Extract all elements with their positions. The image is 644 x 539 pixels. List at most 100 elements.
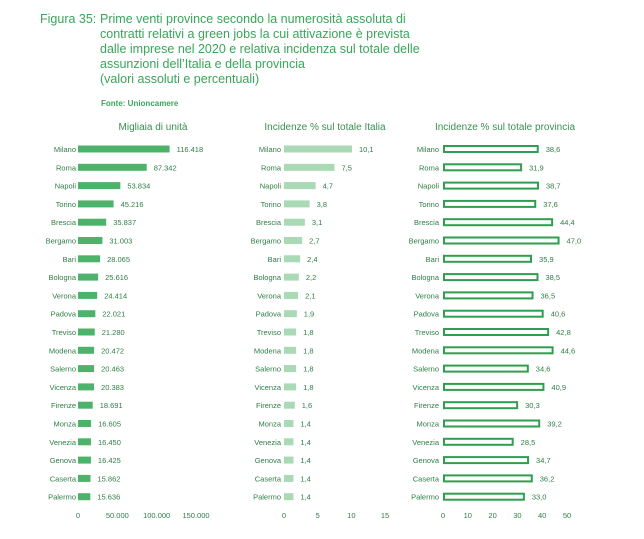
category-label: Monza [416, 420, 439, 429]
category-label: Bergamo [409, 237, 439, 246]
tick-label: 15 [381, 511, 389, 520]
category-label: Bari [63, 255, 77, 264]
bar [443, 309, 544, 318]
bar [78, 310, 96, 318]
category-label: Genova [413, 456, 440, 465]
value-label: 1,4 [300, 438, 310, 447]
value-label: 2,4 [307, 255, 317, 264]
category-label: Firenze [414, 401, 439, 410]
bar [78, 328, 95, 336]
value-label: 3,8 [317, 200, 327, 209]
category-label: Palermo [253, 493, 281, 502]
value-label: 47,0 [567, 237, 582, 246]
value-label: 22.021 [102, 310, 125, 319]
value-label: 30,3 [525, 401, 540, 410]
value-label: 40,9 [551, 383, 566, 392]
value-label: 34,7 [536, 456, 551, 465]
bar [284, 383, 297, 391]
bar [78, 493, 91, 501]
bar [78, 456, 91, 464]
category-label: Caserta [50, 474, 77, 483]
category-label: Monza [258, 420, 281, 429]
value-label: 15.636 [97, 493, 120, 502]
bar [443, 163, 523, 172]
category-label: Verona [415, 291, 440, 300]
bar [284, 237, 303, 244]
bar [443, 382, 545, 391]
value-label: 4,7 [323, 182, 333, 191]
category-label: Bari [426, 255, 440, 264]
bar [443, 456, 530, 465]
category-label: Vicenza [412, 383, 439, 392]
bar [78, 365, 95, 373]
value-label: 38,7 [546, 182, 561, 191]
bar [284, 163, 335, 171]
category-label: Brescia [256, 218, 282, 227]
value-label: 45.216 [121, 200, 144, 209]
bar [78, 145, 170, 153]
category-label: Treviso [257, 328, 281, 337]
bar [78, 420, 92, 427]
bar [284, 218, 305, 226]
value-label: 40,6 [551, 310, 566, 319]
tick-label: 100.000 [143, 511, 170, 520]
category-label: Bergamo [46, 237, 76, 246]
value-label: 24.414 [104, 291, 127, 300]
figure-label: Figura 35: [40, 12, 97, 26]
tick-label: 5 [316, 511, 320, 520]
value-label: 53.834 [127, 182, 150, 191]
category-label: Padova [256, 310, 282, 319]
bar [284, 456, 294, 464]
value-label: 15.862 [97, 474, 120, 483]
bar [443, 254, 533, 263]
category-label: Brescia [51, 218, 77, 227]
value-label: 36,2 [540, 474, 555, 483]
category-label: Bologna [411, 273, 439, 282]
category-label: Torino [419, 200, 439, 209]
category-label: Roma [419, 163, 440, 172]
bar [78, 383, 95, 391]
bar [284, 401, 295, 409]
category-label: Modena [49, 346, 77, 355]
value-label: 25.616 [105, 273, 128, 282]
value-label: 16.450 [98, 438, 121, 447]
figure-title: Prime venti province secondo la numerosi… [100, 12, 420, 86]
category-label: Vicenza [49, 383, 76, 392]
category-label: Modena [254, 346, 282, 355]
bar [443, 236, 560, 245]
bar [78, 401, 93, 409]
value-label: 34,6 [536, 365, 551, 374]
value-label: 1,4 [300, 493, 310, 502]
value-label: 16.425 [98, 456, 121, 465]
category-label: Bari [268, 255, 282, 264]
bar [284, 365, 297, 373]
category-label: Palermo [411, 493, 439, 502]
category-label: Verona [52, 291, 77, 300]
bar [443, 346, 554, 355]
category-label: Padova [414, 310, 440, 319]
category-label: Venezia [254, 438, 282, 447]
bar [284, 474, 294, 482]
bar [78, 237, 103, 244]
value-label: 1,4 [300, 420, 310, 429]
value-label: 28.065 [107, 255, 130, 264]
value-label: 7,5 [342, 163, 352, 172]
category-label: Napoli [418, 182, 440, 191]
bar [284, 145, 353, 153]
value-label: 2,2 [306, 273, 316, 282]
category-label: Modena [412, 346, 440, 355]
bar [284, 200, 310, 208]
tick-label: 0 [76, 511, 80, 520]
tick-label: 10 [347, 511, 355, 520]
value-label: 1,8 [303, 383, 313, 392]
bar [284, 310, 297, 318]
category-label: Torino [261, 200, 281, 209]
bar [443, 492, 525, 501]
value-label: 1,6 [302, 401, 312, 410]
value-label: 28,5 [521, 438, 536, 447]
bar [78, 291, 98, 299]
bar [284, 273, 299, 281]
category-label: Genova [255, 456, 282, 465]
bar [443, 437, 514, 446]
